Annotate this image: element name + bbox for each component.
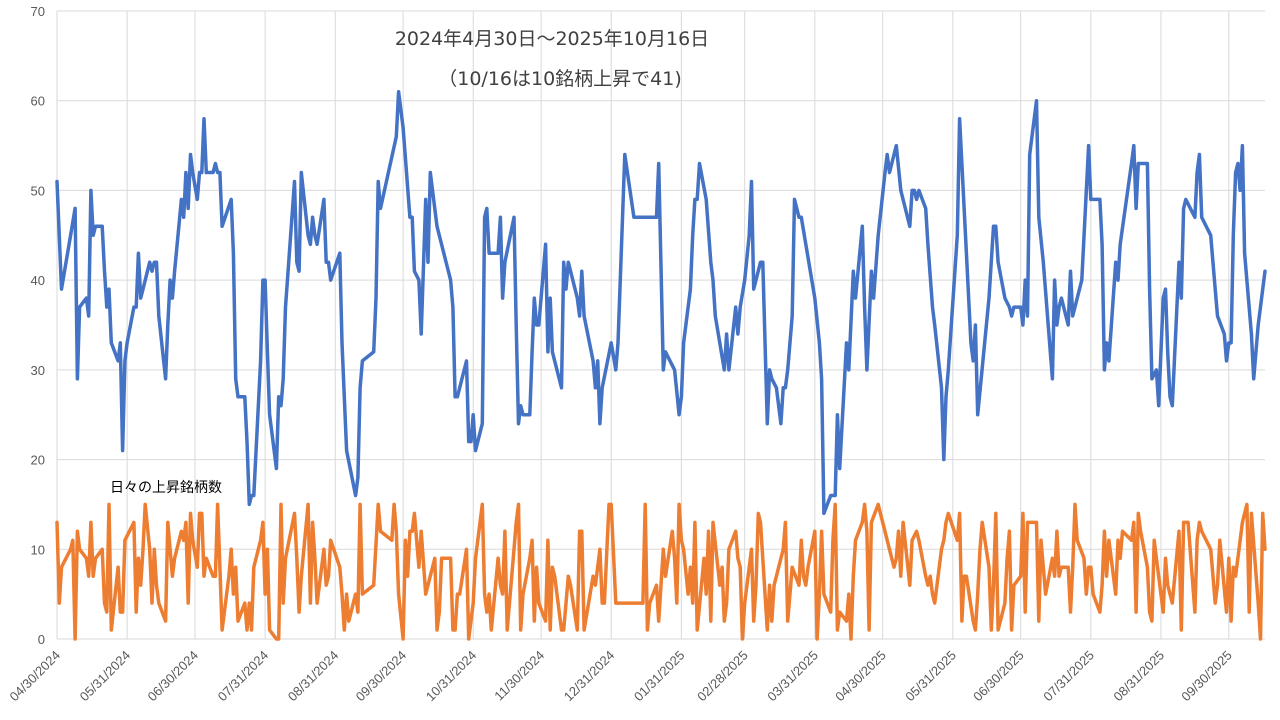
x-tick-label: 08/31/2024 bbox=[285, 648, 342, 705]
x-tick-label: 06/30/2024 bbox=[144, 648, 201, 705]
x-tick-label: 01/31/2025 bbox=[631, 648, 688, 705]
y-tick-label: 40 bbox=[31, 273, 45, 288]
series-line-daily-risers bbox=[55, 502, 1267, 641]
y-tick-label: 30 bbox=[31, 363, 45, 378]
chart-subtitle: （10/16は10銘柄上昇で41) bbox=[438, 68, 682, 90]
x-tick-label: 07/31/2024 bbox=[215, 648, 272, 705]
x-axis-ticks: 04/30/2024 05/31/2024 06/30/2024 07/31/2024… bbox=[6, 648, 1234, 705]
x-tick-label: 08/31/2025 bbox=[1110, 648, 1167, 705]
x-tick-label: 02/28/2025 bbox=[694, 648, 751, 705]
x-tick-label: 05/31/2024 bbox=[77, 648, 134, 705]
series-lines bbox=[55, 89, 1267, 641]
x-tick-label: 05/31/2025 bbox=[902, 648, 959, 705]
y-tick-label: 50 bbox=[31, 183, 45, 198]
x-tick-label: 03/31/2025 bbox=[764, 648, 821, 705]
series-annotation: 日々の上昇銘柄数 bbox=[110, 480, 222, 496]
x-tick-label: 09/30/2024 bbox=[353, 648, 410, 705]
y-axis-ticks: 0 10 20 30 40 50 60 70 bbox=[31, 4, 45, 647]
x-tick-label: 10/31/2024 bbox=[423, 648, 480, 705]
x-tick-label: 06/30/2025 bbox=[970, 648, 1027, 705]
x-tick-label: 12/31/2024 bbox=[561, 648, 618, 705]
y-tick-label: 70 bbox=[31, 4, 45, 19]
y-tick-label: 10 bbox=[31, 542, 45, 557]
x-tick-label: 07/31/2025 bbox=[1040, 648, 1097, 705]
y-tick-label: 60 bbox=[31, 94, 45, 109]
series-line-total bbox=[55, 89, 1267, 516]
x-tick-label: 11/30/2024 bbox=[491, 648, 547, 704]
y-tick-label: 20 bbox=[31, 453, 45, 468]
x-tick-label: 09/30/2025 bbox=[1178, 648, 1235, 705]
x-tick-label: 04/30/2024 bbox=[6, 648, 63, 705]
y-tick-label: 0 bbox=[38, 632, 45, 647]
chart-title: 2024年4月30日～2025年10月16日 bbox=[395, 28, 709, 50]
x-tick-label: 04/30/2025 bbox=[832, 648, 889, 705]
